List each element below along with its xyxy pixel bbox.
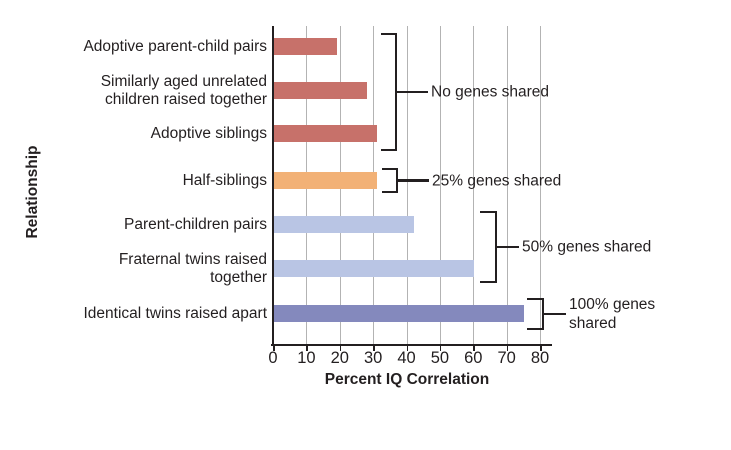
gridline: [439, 26, 441, 346]
x-tick-label: 70: [497, 349, 516, 367]
gridline: [506, 26, 508, 346]
x-tick-label: 60: [464, 349, 483, 367]
bar: [274, 38, 338, 55]
category-label: Adoptive siblings: [150, 124, 267, 142]
x-axis-tick: [273, 346, 275, 351]
annotation-label: 25% genes shared: [432, 172, 562, 189]
bar: [274, 305, 525, 322]
category-label: Parent-children pairs: [123, 215, 267, 233]
annotation-connector-line: [397, 90, 428, 94]
x-axis-tick: [439, 346, 442, 351]
annotation-bracket: [527, 298, 544, 330]
annotation-label: 100% genes shared: [569, 296, 656, 332]
category-label: Adoptive parent-child pairs: [83, 37, 267, 55]
x-axis-tick: [506, 346, 509, 351]
annotation-bracket: [381, 33, 397, 151]
gridline: [406, 26, 408, 346]
x-tick-label: 20: [330, 349, 349, 367]
x-tick-label: 50: [430, 349, 450, 367]
y-axis-title: Relationship: [24, 145, 41, 239]
annotation-connector-line: [497, 245, 519, 249]
category-label: Similarly aged unrelated children raised…: [100, 72, 267, 108]
x-axis-tick: [306, 346, 308, 351]
x-tick-label: 30: [363, 349, 383, 367]
annotation-connector-line: [398, 179, 429, 182]
x-axis-tick: [406, 346, 408, 351]
annotation-connector-line: [544, 312, 566, 316]
bar: [274, 260, 475, 277]
x-axis-tick: [339, 346, 342, 351]
x-tick-label: 40: [397, 349, 416, 367]
category-label: Fraternal twins raised together: [118, 250, 267, 286]
annotation-label: 50% genes shared: [522, 238, 652, 256]
x-tick-label: 10: [297, 349, 316, 367]
x-axis-tick: [373, 346, 375, 351]
x-tick-label: 0: [268, 349, 278, 367]
x-axis-tick: [540, 346, 542, 351]
annotation-bracket: [480, 211, 497, 283]
gridline: [473, 26, 475, 346]
gridline: [540, 26, 541, 346]
annotation-label: No genes shared: [431, 83, 550, 101]
x-axis-tick: [473, 346, 475, 351]
bar: [274, 216, 415, 233]
annotation-bracket: [382, 168, 398, 193]
bar: [274, 125, 378, 142]
y-axis-line: [272, 26, 274, 346]
category-label: Identical twins raised apart: [83, 304, 267, 322]
x-tick-label: 80: [530, 349, 550, 367]
bar: [274, 172, 378, 189]
bar: [274, 82, 368, 99]
category-label: Half-siblings: [182, 171, 267, 189]
x-axis-line: [271, 344, 552, 346]
x-axis-title: Percent IQ Correlation: [324, 371, 490, 388]
